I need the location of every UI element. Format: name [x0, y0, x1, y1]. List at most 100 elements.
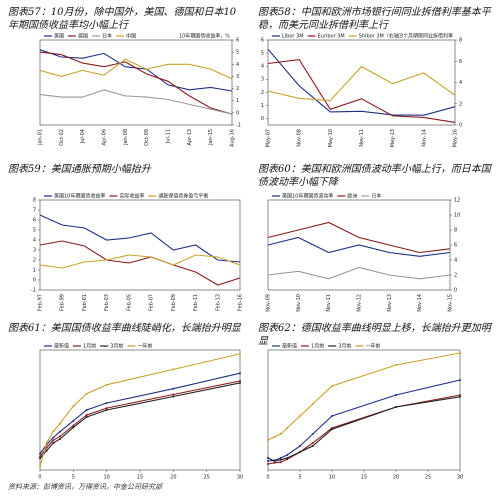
point — [45, 446, 48, 449]
y-tick-label: 5 — [236, 50, 239, 56]
legend-label: 实际收益率 — [119, 193, 144, 200]
y-tick-label: 3 — [261, 77, 264, 83]
x-tick-label: 5 — [298, 475, 301, 481]
x-tick-label: Apr-13 — [187, 129, 193, 146]
point — [72, 419, 75, 422]
y-axis-label: 3个月期限同业拆借利率 — [400, 33, 453, 40]
point — [59, 438, 61, 441]
legend-label: 一年前 — [365, 343, 380, 350]
x-tick-label: Feb-16 — [238, 294, 244, 311]
point — [72, 424, 75, 427]
y-tick-label: 7 — [33, 208, 36, 214]
series-line — [39, 49, 233, 92]
point — [105, 409, 108, 411]
x-tick-label: Feb-05 — [126, 294, 132, 311]
y2-tick-label: 6 — [459, 59, 462, 65]
x-tick-label: 20 — [393, 475, 399, 481]
point — [331, 415, 333, 417]
y-tick-label: 3 — [33, 248, 36, 254]
legend-label: Libor 3M — [282, 34, 304, 40]
x-tick-label: Jan-01 — [38, 129, 44, 146]
x-tick-label: Nov-14 — [421, 129, 427, 147]
x-tick-label: Nov-13 — [387, 294, 393, 312]
y-tick-label: 6 — [261, 38, 264, 44]
plot-frame — [267, 349, 461, 471]
point — [286, 457, 289, 459]
point — [172, 395, 175, 398]
x-tick-label: 30 — [237, 475, 243, 481]
point — [279, 461, 282, 464]
point — [273, 461, 276, 464]
y-tick-label: 4 — [33, 238, 36, 244]
legend-label: 日本 — [371, 193, 381, 200]
x-tick-label: Feb-01 — [82, 294, 88, 311]
x-tick-label: 25 — [203, 475, 209, 481]
point — [311, 403, 314, 405]
point — [52, 439, 55, 442]
point — [85, 414, 88, 417]
y-tick-label: 8 — [454, 228, 457, 234]
chart-title: 图表62：德国收益率曲线明显上移，长端抬升更加明显 — [258, 323, 491, 347]
series-line — [39, 240, 241, 286]
point — [459, 394, 461, 396]
point — [279, 458, 282, 461]
series-line — [267, 266, 451, 280]
legend-label: 美国10年期国债波动率 — [282, 193, 333, 200]
series-line — [39, 382, 241, 459]
y-axis-label: 10年期国债收益率，% — [179, 33, 230, 40]
x-tick-label: Feb-09 — [171, 294, 177, 311]
x-tick-label: Oct-02 — [59, 129, 65, 146]
x-tick-label: Feb-97 — [38, 294, 44, 311]
y2-tick-label: 8 — [459, 38, 462, 44]
y-tick-label: 5 — [33, 228, 36, 234]
point — [72, 405, 75, 408]
point — [85, 392, 88, 395]
point — [239, 372, 241, 375]
point — [279, 457, 282, 459]
y-tick-label: 10 — [454, 213, 460, 219]
y-tick-label: 0 — [33, 278, 36, 284]
y-tick-label: 4 — [454, 258, 457, 264]
point — [59, 422, 61, 425]
chart-title: 图表60：美国和欧洲国债波动率小幅上行，而日本国债波动率小幅下降 — [258, 164, 491, 188]
point — [459, 352, 461, 354]
legend-label: 通胀保值债券盈亏平衡 — [158, 193, 208, 200]
x-tick-label: Feb-11 — [193, 294, 199, 311]
x-tick-label: Nov-14 — [417, 294, 423, 312]
point — [52, 430, 55, 433]
point — [59, 430, 61, 433]
y-tick-label: 2 — [454, 273, 457, 279]
x-tick-label: May-16 — [453, 129, 459, 147]
y-tick-label: 0 — [236, 110, 239, 116]
chart-title: 图表58：中国和欧洲市场银行间同业拆借利率基本平稳，而美元同业拆借利率上行 — [258, 7, 491, 31]
x-tick-label: Apr-06 — [102, 129, 108, 146]
y-tick-label: 6 — [236, 38, 239, 44]
plot-frame — [39, 199, 241, 291]
x-tick-label: 15 — [137, 475, 143, 481]
point — [172, 368, 175, 371]
point — [331, 385, 333, 387]
legend-label: 日本 — [102, 33, 112, 40]
point — [286, 427, 289, 429]
y-tick-label: 12 — [454, 198, 460, 204]
point — [459, 395, 461, 398]
x-tick-label: Nov-09 — [266, 294, 272, 312]
point — [395, 364, 397, 366]
y-tick-label: -1 — [236, 123, 241, 129]
x-tick-label: Jan-15 — [208, 129, 214, 146]
point — [45, 449, 48, 452]
x-tick-label: Nov-15 — [448, 294, 454, 312]
series-line — [39, 372, 241, 455]
series-line — [267, 59, 456, 123]
y-tick-label: 4 — [261, 64, 264, 70]
x-tick-label: Oct-09 — [144, 129, 150, 146]
legend-label: 德国 — [78, 33, 88, 40]
point — [267, 460, 269, 462]
series-line — [39, 254, 241, 269]
point — [279, 433, 282, 435]
y-tick-label: 6 — [33, 218, 36, 224]
x-tick-label: Nov-12 — [357, 294, 363, 312]
point — [267, 457, 269, 459]
point — [267, 463, 269, 465]
